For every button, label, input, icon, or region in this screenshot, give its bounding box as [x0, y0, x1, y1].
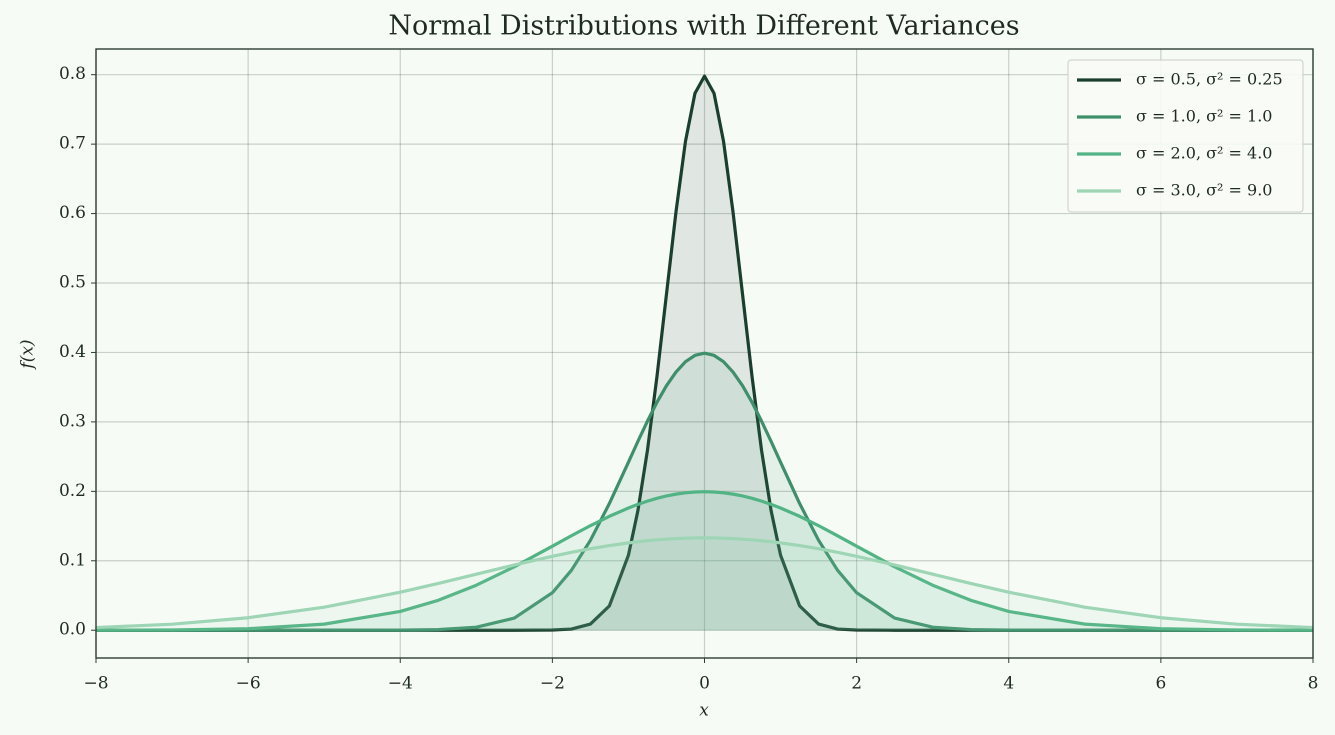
line: [96, 74, 1313, 632]
x-tick-label: 6: [1155, 674, 1166, 694]
x-tick-label: 4: [1003, 674, 1014, 694]
y-tick-label: 0.3: [59, 411, 86, 431]
y-tick-label: 0.0: [59, 620, 86, 640]
legend-box: [1067, 59, 1304, 213]
y-tick-label: 0.7: [59, 134, 86, 154]
legend-label: σ = 0.5, σ² = 0.25: [1136, 70, 1283, 89]
x-tick-label: −8: [83, 674, 108, 694]
plot-frame: [95, 48, 1314, 659]
x-tick-label: 8: [1308, 674, 1319, 694]
x-tick-label: 2: [851, 674, 862, 694]
x-axis-label: x: [699, 701, 709, 721]
line: [96, 536, 1313, 630]
y-axis-label: f(x): [18, 339, 38, 370]
y-tick-label: 0.1: [59, 550, 86, 570]
y-tick-label: 0.2: [59, 481, 86, 501]
chart-title: Normal Distributions with Different Vari…: [388, 11, 1019, 42]
y-tick-label: 0.5: [59, 273, 86, 293]
y-tick-label: 0.4: [59, 342, 86, 362]
x-tick-label: −2: [540, 674, 565, 694]
legend-label: σ = 1.0, σ² = 1.0: [1136, 107, 1272, 126]
line: [96, 351, 1313, 632]
y-tick-label: 0.8: [59, 64, 86, 84]
legend-label: σ = 3.0, σ² = 9.0: [1136, 181, 1272, 200]
x-tick-label: −6: [236, 674, 261, 694]
y-tick-label: 0.6: [59, 203, 86, 223]
area: [96, 491, 1313, 631]
line: [96, 490, 1313, 632]
area: [96, 537, 1313, 631]
x-tick-label: 0: [699, 674, 710, 694]
legend-label: σ = 2.0, σ² = 4.0: [1136, 144, 1272, 163]
x-tick-label: −4: [388, 674, 413, 694]
